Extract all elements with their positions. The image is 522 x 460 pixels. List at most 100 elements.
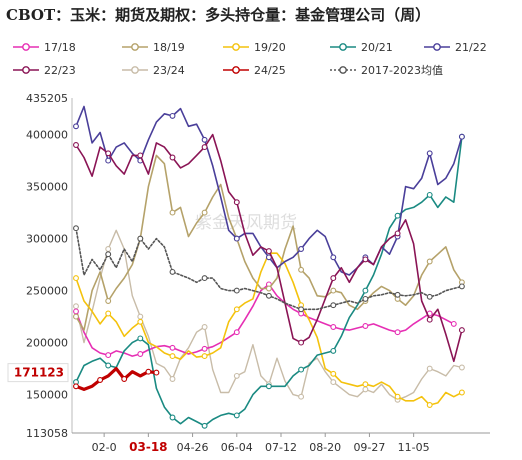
data-point	[362, 386, 369, 393]
legend-swatch-marker	[339, 43, 347, 51]
plot-area	[73, 105, 465, 429]
x-tick-label: 07-12	[265, 441, 297, 454]
data-point	[169, 376, 176, 382]
legend-label: 17/18	[44, 41, 76, 54]
data-point	[73, 313, 79, 320]
legend-label: 20/21	[361, 41, 393, 54]
data-point	[201, 144, 208, 151]
highlight-y-label: 171123	[14, 366, 64, 380]
data-point	[362, 287, 369, 294]
data-point	[97, 377, 104, 383]
legend-swatch-marker	[232, 43, 240, 51]
highlight-labels: 171123 03-18	[7, 363, 168, 454]
legend-item-17-18: 17/18	[13, 41, 76, 54]
y-tick-label: 300000	[26, 233, 68, 246]
data-point	[73, 275, 79, 282]
data-point	[105, 246, 112, 252]
legend-item-2017-2023: 2017-2023均值	[330, 64, 443, 77]
legend-swatch-marker	[131, 43, 139, 51]
data-point	[137, 313, 144, 320]
data-point	[201, 345, 208, 352]
data-point	[330, 370, 337, 377]
data-point	[458, 283, 465, 290]
y-tick-label: 350000	[26, 181, 68, 194]
data-point	[458, 389, 465, 396]
x-tick-label: 09-27	[353, 441, 385, 454]
series-2017-2023	[73, 225, 465, 313]
legend-label: 23/24	[153, 64, 185, 77]
legend-label: 22/23	[44, 64, 76, 77]
data-point	[298, 339, 305, 346]
data-point	[73, 142, 79, 148]
series-18-19	[73, 154, 465, 331]
series-line	[75, 154, 463, 331]
data-point	[330, 324, 337, 330]
data-point	[330, 379, 337, 386]
y-tick-label: 113058	[26, 427, 68, 440]
series-line	[74, 367, 158, 391]
data-point	[105, 150, 112, 157]
y-tick-label: 250000	[26, 285, 68, 298]
legend-swatch-marker	[22, 43, 30, 51]
data-point	[73, 383, 79, 390]
highlight-x-label: 03-18	[129, 440, 167, 454]
legend-swatch-marker	[433, 43, 441, 51]
data-point	[233, 412, 240, 419]
legend-label: 18/19	[153, 41, 185, 54]
legend-swatch-marker	[232, 66, 240, 74]
data-point	[233, 235, 240, 242]
data-point	[265, 292, 272, 299]
data-point	[394, 212, 401, 219]
data-point	[201, 353, 208, 360]
data-point	[362, 295, 369, 302]
data-point	[458, 133, 465, 140]
series-17-18	[73, 281, 457, 359]
data-point	[298, 306, 305, 313]
data-point	[137, 351, 144, 357]
data-point	[426, 365, 433, 372]
data-point	[145, 368, 152, 375]
data-point	[105, 251, 112, 258]
legend-item-18-19: 18/19	[122, 41, 185, 54]
data-point	[137, 235, 144, 242]
data-point	[105, 310, 112, 317]
legend-swatch-marker	[339, 66, 347, 74]
legend-item-19-20: 19/20	[223, 41, 286, 54]
data-point	[153, 369, 160, 376]
data-point	[233, 287, 240, 294]
data-point	[458, 327, 465, 334]
data-point	[105, 362, 112, 369]
data-point	[73, 308, 79, 315]
data-point	[362, 381, 369, 388]
data-point	[330, 254, 337, 261]
data-point	[298, 393, 305, 400]
legend-swatch-marker	[22, 66, 30, 74]
x-tick-label: 11-05	[398, 441, 430, 454]
data-point	[330, 302, 337, 309]
legend-item-20-21: 20/21	[330, 41, 393, 54]
series-21-22	[73, 105, 465, 276]
data-point	[426, 293, 433, 300]
data-point	[298, 366, 305, 373]
legend-label: 21/22	[455, 41, 487, 54]
data-point	[394, 291, 401, 298]
y-axis: 435205 400000 350000 300000 250000 200000 1500…	[26, 92, 73, 440]
data-point	[201, 209, 208, 216]
data-point	[201, 275, 208, 282]
data-point	[73, 225, 79, 232]
data-point	[426, 150, 433, 157]
data-point	[330, 347, 337, 354]
data-point	[362, 256, 369, 263]
data-point	[73, 123, 79, 130]
data-point	[169, 154, 176, 161]
x-tick-label: 08-20	[309, 441, 341, 454]
legend-label: 2017-2023均值	[361, 64, 443, 77]
legend-label: 19/20	[254, 41, 286, 54]
legend-item-24-25: 24/25	[223, 64, 286, 77]
data-point	[298, 266, 305, 273]
series-20-21	[73, 133, 465, 429]
data-point	[426, 258, 433, 265]
y-tick-label: 200000	[26, 337, 68, 350]
data-point	[73, 303, 79, 310]
data-point	[298, 246, 305, 252]
